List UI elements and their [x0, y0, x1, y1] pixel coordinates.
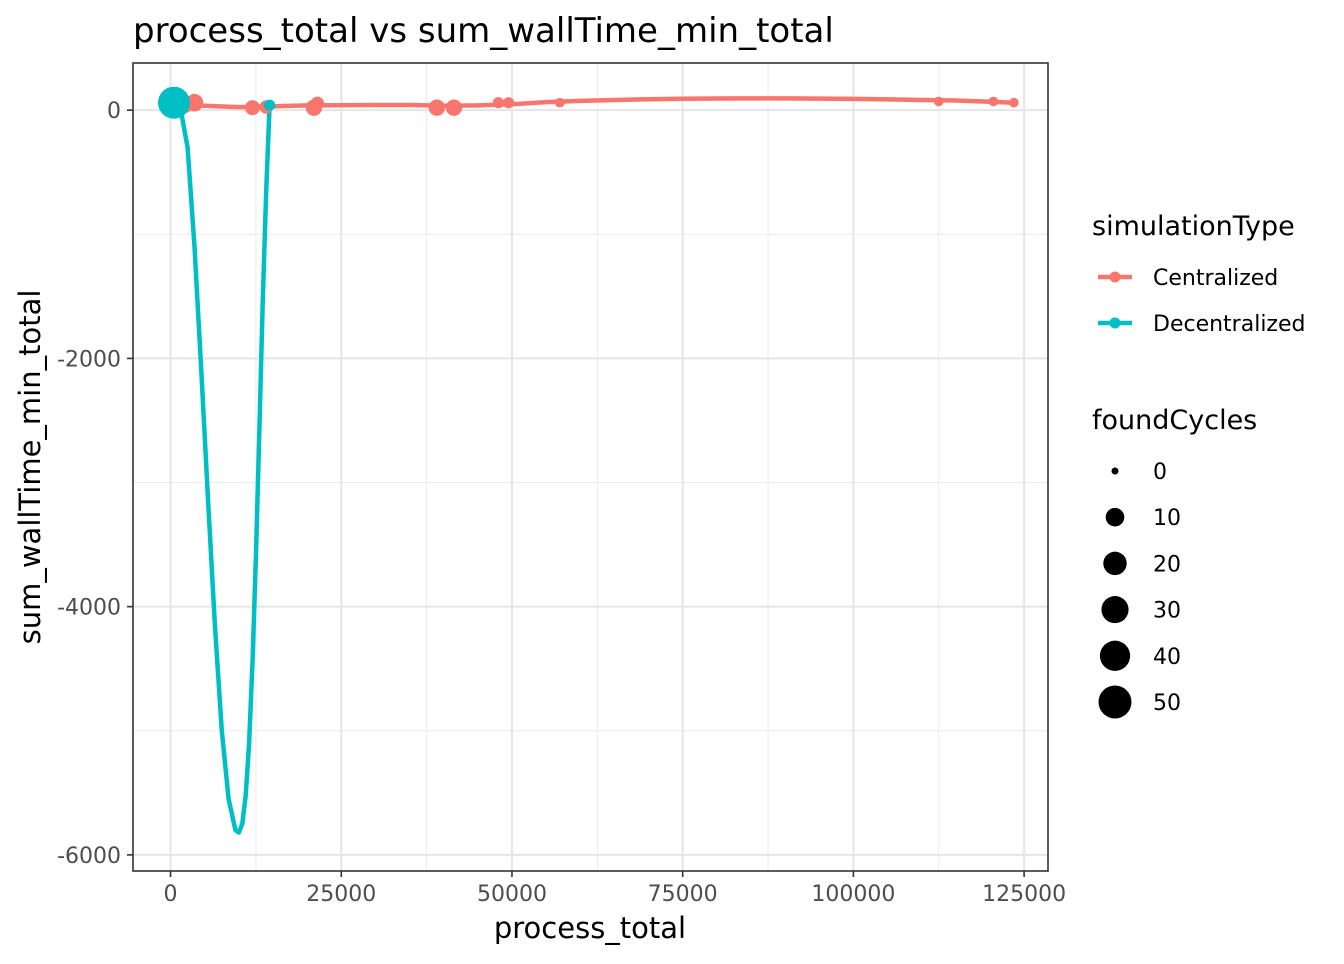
legend-size-key: [1105, 507, 1125, 527]
x-tick-label: 75000: [648, 882, 718, 907]
minor-gridlines: [133, 63, 1048, 871]
legend-label-centralized: Centralized: [1153, 266, 1278, 291]
y-axis: 0 -2000 -4000 -6000: [57, 99, 133, 869]
legend-size-title: foundCycles: [1092, 405, 1257, 436]
legend-size-label: 0: [1153, 460, 1167, 485]
series-line-decentralized: [171, 100, 272, 835]
x-tick-label: 25000: [306, 882, 376, 907]
data-point-centralized: [502, 97, 515, 109]
plot-panel: [133, 63, 1048, 871]
legend-size-items: 0 10 20 30 40 50: [1098, 460, 1181, 719]
y-tick-label: -6000: [57, 844, 121, 869]
y-tick-label: -2000: [57, 347, 121, 372]
y-tick-label: -4000: [57, 596, 121, 621]
data-point-decentralized: [263, 99, 276, 111]
legend-size-label: 40: [1153, 645, 1181, 670]
chart-title: process_total vs sum_wallTime_min_total: [133, 11, 834, 51]
y-tick-label: 0: [107, 99, 121, 124]
x-tick-label: 0: [164, 882, 178, 907]
legend-size-key: [1103, 551, 1127, 576]
data-point-centralized: [988, 96, 999, 107]
legend-label-decentralized: Decentralized: [1153, 312, 1305, 337]
legend-size-key: [1101, 596, 1129, 624]
x-axis-label: process_total: [494, 911, 686, 945]
legend-key-point-decentralized: [1109, 317, 1121, 329]
major-gridlines: [133, 63, 1048, 871]
data-point-centralized: [310, 96, 325, 111]
data-point-centralized: [554, 97, 565, 108]
plot-border: [132, 62, 1049, 872]
data-point-decentralized: [157, 86, 190, 119]
x-tick-label: 100000: [811, 882, 895, 907]
legend-size-label: 50: [1153, 691, 1181, 716]
x-tick-label: 50000: [477, 882, 547, 907]
x-axis: 0 25000 50000 75000 100000 125000: [164, 871, 1066, 907]
data-point-centralized: [244, 100, 260, 116]
legend-size-key: [1098, 685, 1132, 719]
data-point-centralized: [428, 99, 446, 116]
y-axis-label: sum_wallTime_min_total: [13, 290, 47, 645]
legend-size-label: 30: [1153, 599, 1181, 624]
legend-color-title: simulationType: [1092, 211, 1295, 242]
data-point-centralized: [492, 97, 504, 109]
legend-key-point-centralized: [1109, 271, 1121, 283]
legend: simulationType CentralizedDecentralized …: [1092, 211, 1305, 719]
data-point-centralized: [933, 96, 944, 107]
x-tick-label: 125000: [982, 882, 1066, 907]
legend-size-label: 20: [1153, 552, 1181, 577]
legend-color-items: Centralized Decentralized: [1098, 266, 1305, 337]
legend-size-label: 10: [1153, 506, 1181, 531]
legend-size-key: [1111, 467, 1119, 475]
series-points: [157, 86, 1019, 119]
legend-size-key: [1099, 640, 1131, 671]
data-point-centralized: [1009, 97, 1019, 108]
data-point-centralized: [185, 93, 204, 112]
data-point-centralized: [445, 99, 463, 116]
